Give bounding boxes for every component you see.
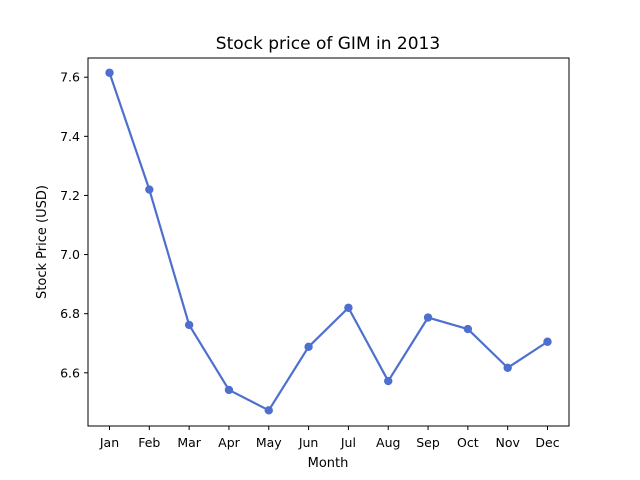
plot-area bbox=[87, 57, 570, 427]
x-tick-label: Nov bbox=[495, 435, 520, 450]
x-axis-label: Month bbox=[308, 456, 349, 471]
x-tick-label: Jul bbox=[340, 435, 356, 450]
data-point-oct bbox=[463, 324, 473, 334]
x-tick-label: Jan bbox=[99, 435, 119, 450]
data-point-jan bbox=[105, 68, 114, 77]
y-axis-label: Stock Price (USD) bbox=[35, 185, 50, 299]
x-axis: Jan Feb Mar Apr May Jun Jul Aug Sep Oct Nov Dec bbox=[99, 426, 560, 450]
x-tick-label: Mar bbox=[177, 435, 201, 450]
data-point-jul bbox=[344, 303, 353, 312]
x-tick-label: May bbox=[256, 435, 282, 450]
data-point-sep bbox=[423, 313, 433, 322]
series-line bbox=[108, 72, 549, 412]
y-axis: 6.6 6.8 7.0 7.2 7.4 7.6 bbox=[60, 70, 88, 380]
x-tick-label: Dec bbox=[535, 435, 559, 450]
data-point-nov bbox=[503, 363, 512, 372]
x-tick-label: Aug bbox=[376, 435, 400, 450]
chart-title: Stock price of GIM in 2013 bbox=[216, 34, 440, 54]
x-tick-label: Feb bbox=[138, 435, 160, 450]
data-point-apr bbox=[224, 385, 234, 395]
y-tick-label: 7.0 bbox=[60, 247, 80, 262]
x-tick-label: Apr bbox=[218, 435, 240, 450]
data-point-may bbox=[264, 406, 273, 415]
data-point-mar bbox=[184, 320, 194, 330]
data-point-feb bbox=[145, 185, 154, 194]
data-point-aug bbox=[384, 376, 393, 386]
y-tick-label: 6.6 bbox=[60, 365, 80, 380]
data-point-jun bbox=[304, 342, 313, 351]
y-tick-label: 7.4 bbox=[60, 129, 80, 144]
y-tick-label: 7.6 bbox=[60, 70, 80, 85]
x-tick-label: Jun bbox=[298, 435, 319, 450]
series-group bbox=[105, 68, 552, 415]
data-point-dec bbox=[543, 337, 552, 346]
x-tick-label: Oct bbox=[457, 435, 479, 450]
x-tick-label: Sep bbox=[416, 435, 440, 450]
y-tick-label: 7.2 bbox=[60, 188, 80, 203]
y-tick-label: 6.8 bbox=[60, 306, 80, 321]
